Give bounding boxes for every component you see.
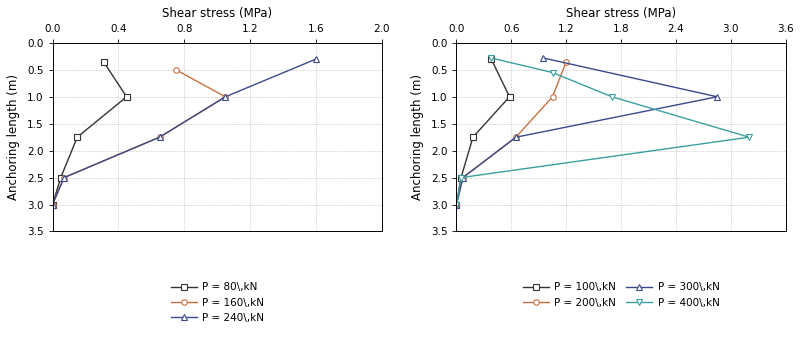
- P = 100\,kN: [468, 135, 477, 139]
- Line: P = 160\,kN: P = 160\,kN: [50, 67, 228, 207]
- Line: P = 240\,kN: P = 240\,kN: [50, 56, 319, 207]
- Line: P = 100\,kN: P = 100\,kN: [453, 56, 513, 207]
- P = 240\,kN: [48, 202, 58, 207]
- Line: P = 80\,kN: P = 80\,kN: [50, 59, 130, 207]
- P = 80\,kN: [122, 95, 131, 99]
- P = 300\,kN: [712, 95, 722, 99]
- P = 80\,kN: [99, 59, 108, 64]
- P = 200\,kN: [511, 135, 521, 139]
- Legend: P = 100\,kN, P = 200\,kN, P = 300\,kN, P = 400\,kN: P = 100\,kN, P = 200\,kN, P = 300\,kN, P…: [518, 278, 723, 312]
- P = 240\,kN: [311, 57, 320, 61]
- P = 80\,kN: [72, 135, 82, 139]
- P = 160\,kN: [171, 68, 181, 72]
- P = 160\,kN: [220, 95, 230, 99]
- P = 200\,kN: [548, 95, 557, 99]
- P = 200\,kN: [458, 176, 468, 180]
- P = 300\,kN: [458, 176, 468, 180]
- Y-axis label: Anchoring length (m): Anchoring length (m): [7, 74, 20, 200]
- P = 400\,kN: [486, 56, 496, 60]
- P = 100\,kN: [505, 95, 514, 99]
- P = 160\,kN: [155, 135, 164, 139]
- P = 240\,kN: [155, 135, 164, 139]
- P = 400\,kN: [548, 70, 557, 75]
- P = 80\,kN: [48, 202, 58, 207]
- P = 240\,kN: [220, 95, 230, 99]
- P = 200\,kN: [452, 202, 461, 207]
- P = 200\,kN: [562, 59, 571, 64]
- P = 160\,kN: [59, 176, 69, 180]
- P = 400\,kN: [457, 176, 466, 180]
- P = 400\,kN: [452, 202, 461, 207]
- P = 300\,kN: [452, 202, 461, 207]
- P = 100\,kN: [452, 202, 461, 207]
- P = 240\,kN: [59, 176, 69, 180]
- Line: P = 400\,kN: P = 400\,kN: [453, 55, 752, 207]
- P = 100\,kN: [486, 57, 496, 61]
- P = 160\,kN: [48, 202, 58, 207]
- Y-axis label: Anchoring length (m): Anchoring length (m): [411, 74, 424, 200]
- P = 400\,kN: [744, 135, 754, 139]
- P = 400\,kN: [607, 95, 617, 99]
- Line: P = 300\,kN: P = 300\,kN: [453, 55, 720, 207]
- P = 80\,kN: [56, 176, 66, 180]
- Legend: P = 80\,kN, P = 160\,kN, P = 240\,kN: P = 80\,kN, P = 160\,kN, P = 240\,kN: [167, 278, 268, 327]
- P = 300\,kN: [511, 135, 521, 139]
- P = 100\,kN: [457, 176, 466, 180]
- P = 300\,kN: [538, 56, 548, 60]
- X-axis label: Shear stress (MPa): Shear stress (MPa): [566, 7, 676, 20]
- X-axis label: Shear stress (MPa): Shear stress (MPa): [162, 7, 272, 20]
- Line: P = 200\,kN: P = 200\,kN: [453, 59, 569, 207]
